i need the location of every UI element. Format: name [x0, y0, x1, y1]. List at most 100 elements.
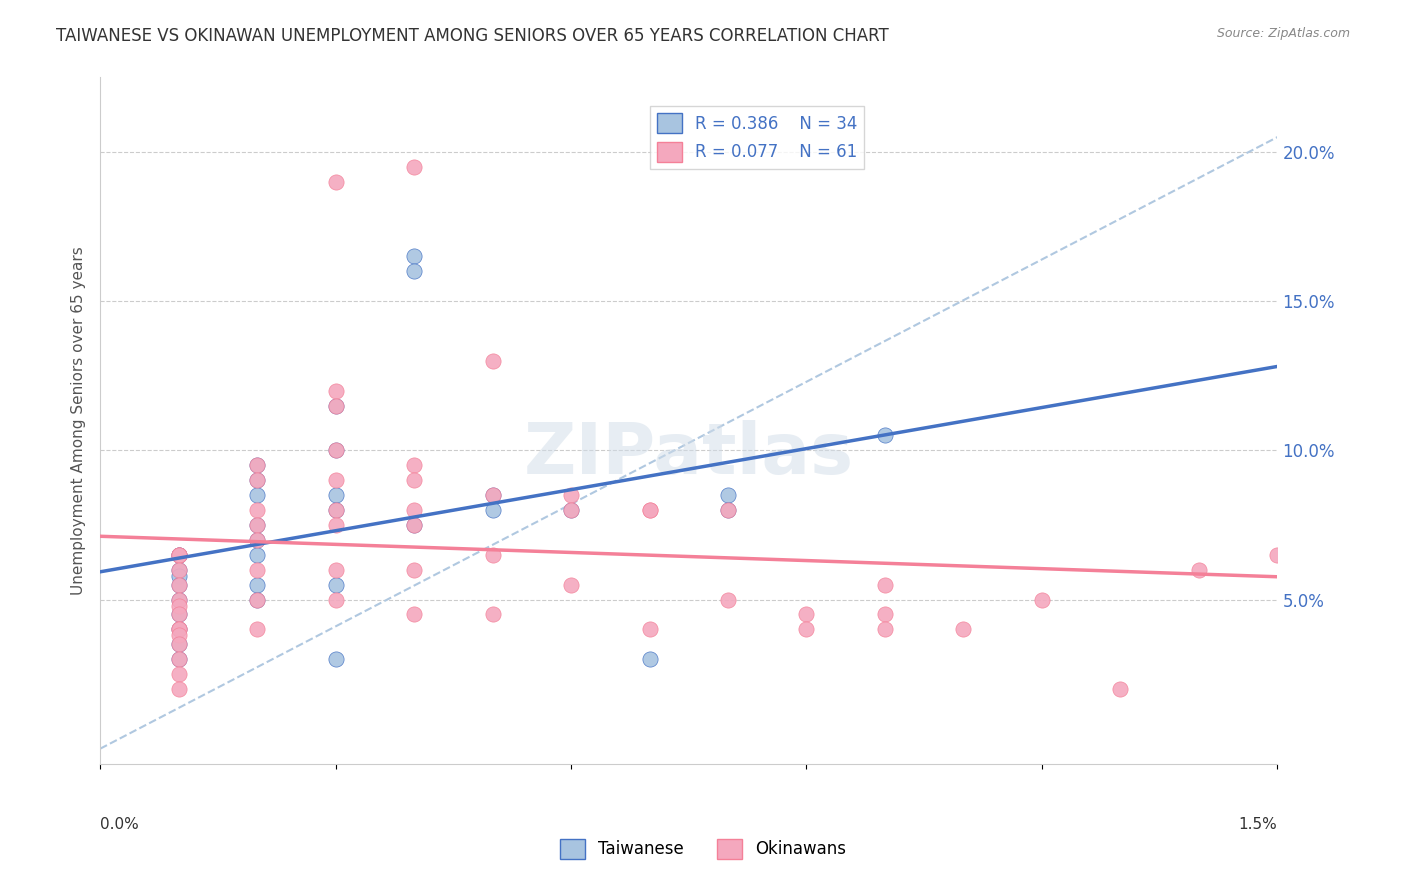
Point [325, 503, 347, 517]
Point [167, 652, 190, 666]
Point [167, 548, 190, 562]
Point [481, 354, 503, 368]
Point [167, 607, 190, 622]
Point [717, 592, 740, 607]
Point [167, 548, 190, 562]
Point [325, 399, 347, 413]
Point [404, 518, 426, 533]
Point [481, 503, 503, 517]
Point [796, 623, 818, 637]
Point [167, 681, 190, 696]
Point [167, 623, 190, 637]
Point [325, 577, 347, 591]
Point [404, 607, 426, 622]
Point [167, 563, 190, 577]
Point [167, 548, 190, 562]
Point [246, 473, 269, 487]
Point [246, 503, 269, 517]
Point [246, 533, 269, 547]
Point [325, 473, 347, 487]
Y-axis label: Unemployment Among Seniors over 65 years: Unemployment Among Seniors over 65 years [72, 246, 86, 595]
Point [167, 563, 190, 577]
Point [481, 488, 503, 502]
Point [246, 458, 269, 473]
Point [325, 503, 347, 517]
Point [325, 563, 347, 577]
Point [873, 428, 896, 442]
Point [325, 175, 347, 189]
Point [246, 458, 269, 473]
Point [167, 607, 190, 622]
Text: 1.5%: 1.5% [1239, 817, 1278, 832]
Point [325, 384, 347, 398]
Point [167, 577, 190, 591]
Text: ZIPatlas: ZIPatlas [523, 420, 853, 490]
Point [404, 264, 426, 278]
Point [638, 652, 661, 666]
Point [638, 623, 661, 637]
Point [481, 607, 503, 622]
Legend: Taiwanese, Okinawans: Taiwanese, Okinawans [553, 832, 853, 866]
Point [560, 503, 582, 517]
Point [167, 628, 190, 642]
Point [246, 518, 269, 533]
Point [167, 637, 190, 651]
Point [325, 652, 347, 666]
Point [325, 399, 347, 413]
Point [796, 607, 818, 622]
Point [952, 623, 974, 637]
Point [717, 503, 740, 517]
Point [246, 473, 269, 487]
Point [167, 548, 190, 562]
Point [246, 518, 269, 533]
Point [325, 592, 347, 607]
Point [404, 458, 426, 473]
Point [246, 488, 269, 502]
Point [246, 577, 269, 591]
Point [717, 503, 740, 517]
Point [404, 160, 426, 174]
Point [167, 667, 190, 681]
Point [717, 488, 740, 502]
Point [167, 599, 190, 613]
Point [404, 503, 426, 517]
Point [560, 488, 582, 502]
Point [404, 563, 426, 577]
Legend: R = 0.386    N = 34, R = 0.077    N = 61: R = 0.386 N = 34, R = 0.077 N = 61 [650, 106, 865, 169]
Point [246, 533, 269, 547]
Point [325, 443, 347, 458]
Point [167, 637, 190, 651]
Point [167, 623, 190, 637]
Point [167, 568, 190, 582]
Point [167, 652, 190, 666]
Point [638, 503, 661, 517]
Point [1031, 592, 1053, 607]
Point [481, 548, 503, 562]
Point [167, 592, 190, 607]
Point [246, 548, 269, 562]
Point [481, 488, 503, 502]
Point [246, 592, 269, 607]
Point [325, 518, 347, 533]
Point [1267, 548, 1289, 562]
Point [167, 592, 190, 607]
Point [638, 503, 661, 517]
Point [873, 577, 896, 591]
Point [404, 250, 426, 264]
Point [560, 577, 582, 591]
Point [325, 443, 347, 458]
Point [325, 488, 347, 502]
Point [1188, 563, 1211, 577]
Point [873, 623, 896, 637]
Text: 0.0%: 0.0% [100, 817, 139, 832]
Point [246, 623, 269, 637]
Point [1109, 681, 1132, 696]
Point [167, 577, 190, 591]
Point [167, 623, 190, 637]
Point [404, 473, 426, 487]
Point [560, 503, 582, 517]
Point [246, 592, 269, 607]
Point [873, 607, 896, 622]
Point [167, 548, 190, 562]
Text: TAIWANESE VS OKINAWAN UNEMPLOYMENT AMONG SENIORS OVER 65 YEARS CORRELATION CHART: TAIWANESE VS OKINAWAN UNEMPLOYMENT AMONG… [56, 27, 889, 45]
